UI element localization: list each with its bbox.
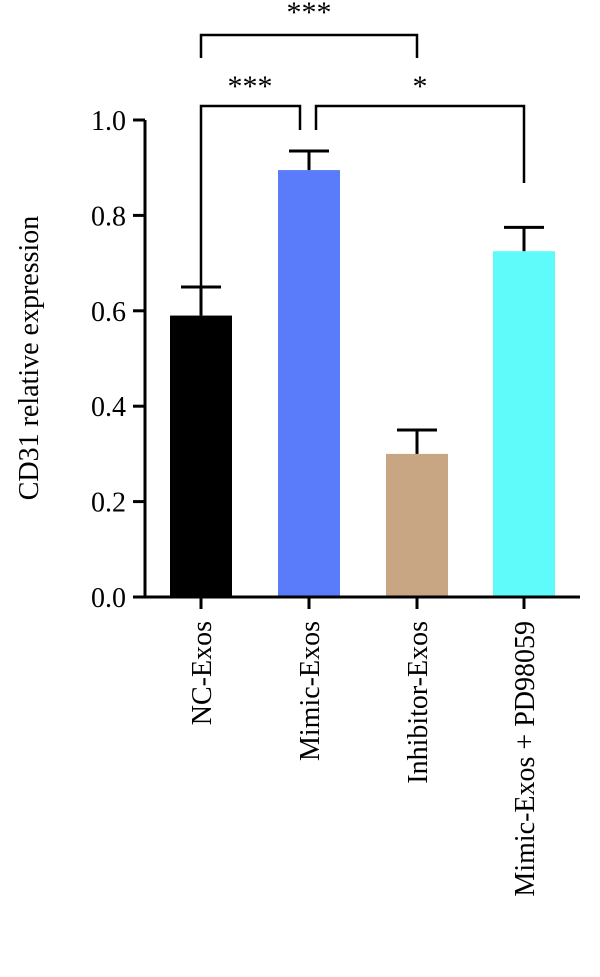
x-category-label: Mimic-Exos bbox=[295, 621, 326, 761]
significance-label: *** bbox=[228, 70, 273, 103]
x-category-label: NC-Exos bbox=[187, 621, 218, 725]
significance-label: *** bbox=[287, 0, 332, 29]
y-tick-label: 0.0 bbox=[91, 583, 126, 614]
bar bbox=[278, 170, 340, 597]
x-categories-group: NC-Exos Mimic-Exos Inhibitor-Exos Mimic-Exo… bbox=[187, 597, 541, 897]
bar bbox=[493, 251, 555, 598]
significance-group: *** **** bbox=[199, 0, 526, 288]
x-category-label: Inhibitor-Exos bbox=[403, 621, 434, 784]
y-tick-label: 0.8 bbox=[91, 201, 126, 232]
bars-group bbox=[170, 170, 555, 598]
bar bbox=[170, 315, 232, 597]
y-axis-title: CD31 relative expression bbox=[14, 216, 45, 501]
y-tick-label: 1.0 bbox=[91, 106, 126, 137]
significance-bracket bbox=[314, 104, 526, 183]
x-category-label: Mimic-Exos + PD98059 bbox=[510, 621, 541, 897]
bar bbox=[386, 453, 448, 597]
error-bars-group bbox=[181, 149, 544, 454]
significance-label: * bbox=[413, 70, 428, 103]
y-tick-label: 0.2 bbox=[91, 488, 126, 519]
significance-bracket bbox=[199, 33, 419, 58]
axes-group bbox=[143, 120, 580, 599]
y-tick-label: 0.4 bbox=[91, 392, 126, 423]
y-ticks-group: 0.0 0.2 0.4 0.6 0.8 1.0 bbox=[91, 106, 145, 614]
y-tick-label: 0.6 bbox=[91, 297, 126, 328]
significance-bracket bbox=[199, 104, 302, 288]
